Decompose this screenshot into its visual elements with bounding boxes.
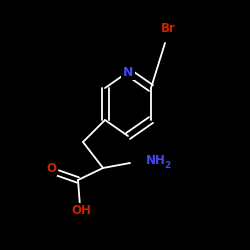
Text: 2: 2 <box>164 160 170 170</box>
Text: NH: NH <box>146 154 166 168</box>
Text: N: N <box>123 66 133 78</box>
Text: O: O <box>46 162 56 174</box>
Text: OH: OH <box>71 204 91 218</box>
Text: Br: Br <box>160 22 176 35</box>
